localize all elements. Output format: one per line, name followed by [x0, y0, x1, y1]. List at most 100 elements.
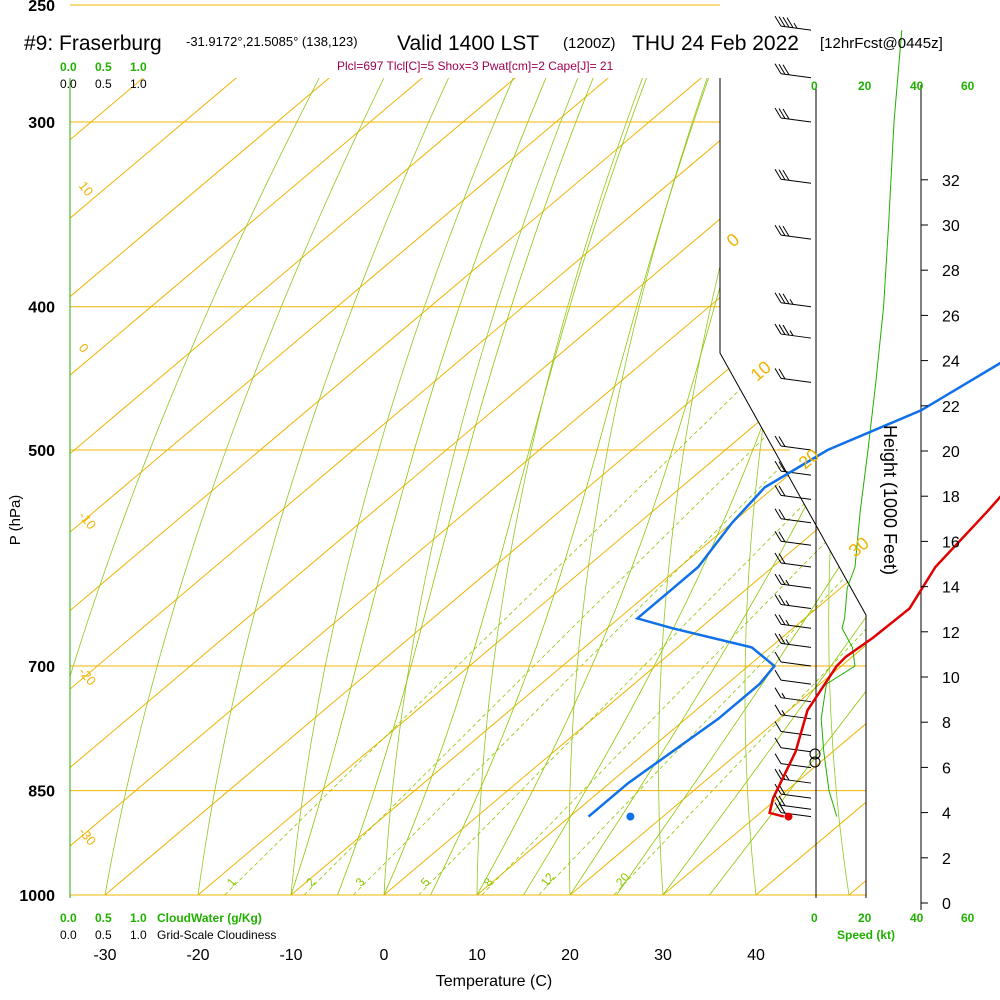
wind-barb-flag — [774, 753, 782, 764]
isotherm-label: 30 — [845, 533, 873, 561]
wind-barb-flag — [774, 669, 782, 681]
wind-barb-staff — [780, 603, 812, 609]
wind-barb-staff — [780, 234, 812, 240]
wind-barb-half — [785, 639, 790, 645]
wind-barb-staff — [780, 642, 812, 648]
top-left-scales: 0.0 0.5 1.0 0.0 0.5 1.0 — [60, 60, 147, 91]
isotherm-line — [70, 78, 634, 896]
wind-barb-staff — [780, 73, 812, 79]
wind-barb-staff — [780, 679, 812, 685]
isotherm-label: 10 — [76, 178, 97, 199]
wind-barb-flag — [774, 368, 782, 379]
wind-barb-flag — [774, 508, 782, 520]
wind-barb-staff — [780, 804, 812, 810]
wind-barb-flag — [778, 368, 786, 380]
wind-barb-half — [785, 600, 790, 606]
height-axis-title: Height (1000 Feet) — [880, 425, 900, 575]
isotherm-line — [848, 78, 866, 896]
y-axis-title: P (hPa) — [7, 495, 24, 546]
wind-barb-staff — [780, 812, 812, 818]
wind-barb-staff — [780, 333, 812, 339]
wind-barb — [774, 753, 812, 769]
wind-barb — [774, 292, 812, 308]
isotherm-line — [70, 78, 262, 896]
wind-barb-staff — [780, 562, 812, 568]
moist-adiabat-line — [383, 78, 686, 896]
dry-adiabat-line — [70, 78, 373, 896]
wind-barb-flag — [774, 435, 782, 447]
wind-barb-staff — [780, 763, 812, 769]
wind-barb-flag — [778, 531, 786, 543]
header-date: THU 24 Feb 2022 — [632, 32, 799, 55]
wind-barb — [774, 323, 812, 339]
height-tick-label: 4 — [942, 806, 951, 823]
cloudwater-tick: 0.0 — [60, 911, 77, 925]
wind-barb-flag — [778, 63, 786, 75]
wind-barb-flag — [782, 225, 790, 237]
pressure-tick-label: 400 — [28, 300, 55, 317]
wind-barb-flag — [774, 531, 782, 542]
wind-barb-staff — [780, 117, 812, 123]
indices-line: Plcl=697 Tlcl[C]=5 Shox=3 Pwat[cm]=2 Cap… — [337, 59, 614, 73]
wind-barb-flag — [774, 795, 782, 806]
height-tick-label: 24 — [942, 354, 960, 371]
wind-barb-flag — [782, 64, 790, 76]
wind-barb — [774, 573, 812, 589]
mixing-ratio-label: 5 — [418, 875, 433, 889]
wind-barb-flag — [778, 508, 786, 520]
wind-barb-half — [789, 330, 794, 336]
wind-barb — [774, 531, 812, 546]
mixing-ratio-label: 3 — [353, 875, 368, 889]
wind-barb — [774, 669, 812, 685]
wind-barb-staff — [780, 470, 812, 476]
x-tick-label: -20 — [186, 947, 209, 964]
pressure-tick-label: 250 — [28, 0, 55, 15]
isotherm-label: 10 — [747, 357, 775, 385]
wind-barb-staff — [780, 377, 812, 383]
moist-adiabat-line — [662, 78, 866, 896]
height-tick-label: 10 — [942, 670, 960, 687]
wind-barb — [774, 368, 812, 383]
wind-barb — [774, 460, 812, 476]
wind-barbs — [774, 15, 821, 818]
wind-barb-flag — [774, 651, 782, 663]
height-tick-label: 0 — [942, 896, 951, 913]
wind-barb-flag — [774, 63, 782, 75]
wind-barb-flag — [782, 108, 790, 120]
wind-barb-staff — [780, 730, 812, 736]
moist-adiabat-line — [337, 78, 635, 896]
wind-barb-staff — [780, 623, 812, 629]
mixing-ratio-line — [353, 306, 866, 896]
mixing-ratio-label: 1 — [224, 875, 239, 889]
wind-barb-half — [793, 22, 798, 29]
wind-barb-staff — [780, 494, 812, 500]
speed-tick: 40 — [910, 79, 924, 93]
x-tick-label: 0 — [380, 947, 389, 964]
x-tick-label: 40 — [747, 947, 765, 964]
wind-barb-flag — [774, 721, 782, 732]
wind-barb-flag — [778, 574, 786, 585]
isotherm-line — [662, 78, 866, 896]
plot-boundary — [719, 78, 867, 898]
wind-barb — [774, 107, 812, 123]
wind-barb — [774, 802, 812, 818]
wind-barb-flag — [778, 802, 786, 814]
wind-barb-flag — [774, 485, 782, 496]
speed-tick: 0 — [811, 79, 818, 93]
isotherm-line — [70, 78, 355, 896]
pressure-tick-label: 700 — [28, 659, 55, 676]
isotherm-label: 0 — [76, 340, 92, 355]
speed-scale-top: 0 20 40 60 — [811, 79, 975, 93]
cloudiness-tick: 0.5 — [95, 928, 112, 942]
wind-speed-line — [820, 30, 903, 817]
wind-barb-staff — [780, 445, 812, 451]
wind-barb — [774, 721, 812, 736]
height-tick-label: 28 — [942, 263, 960, 280]
isotherm-line — [70, 78, 169, 896]
wind-barb-flag — [782, 169, 790, 181]
speed-tick: 0 — [811, 911, 818, 925]
wind-barb-flag — [778, 461, 786, 472]
cloudwater-label: CloudWater (g/Kg) — [157, 911, 262, 925]
